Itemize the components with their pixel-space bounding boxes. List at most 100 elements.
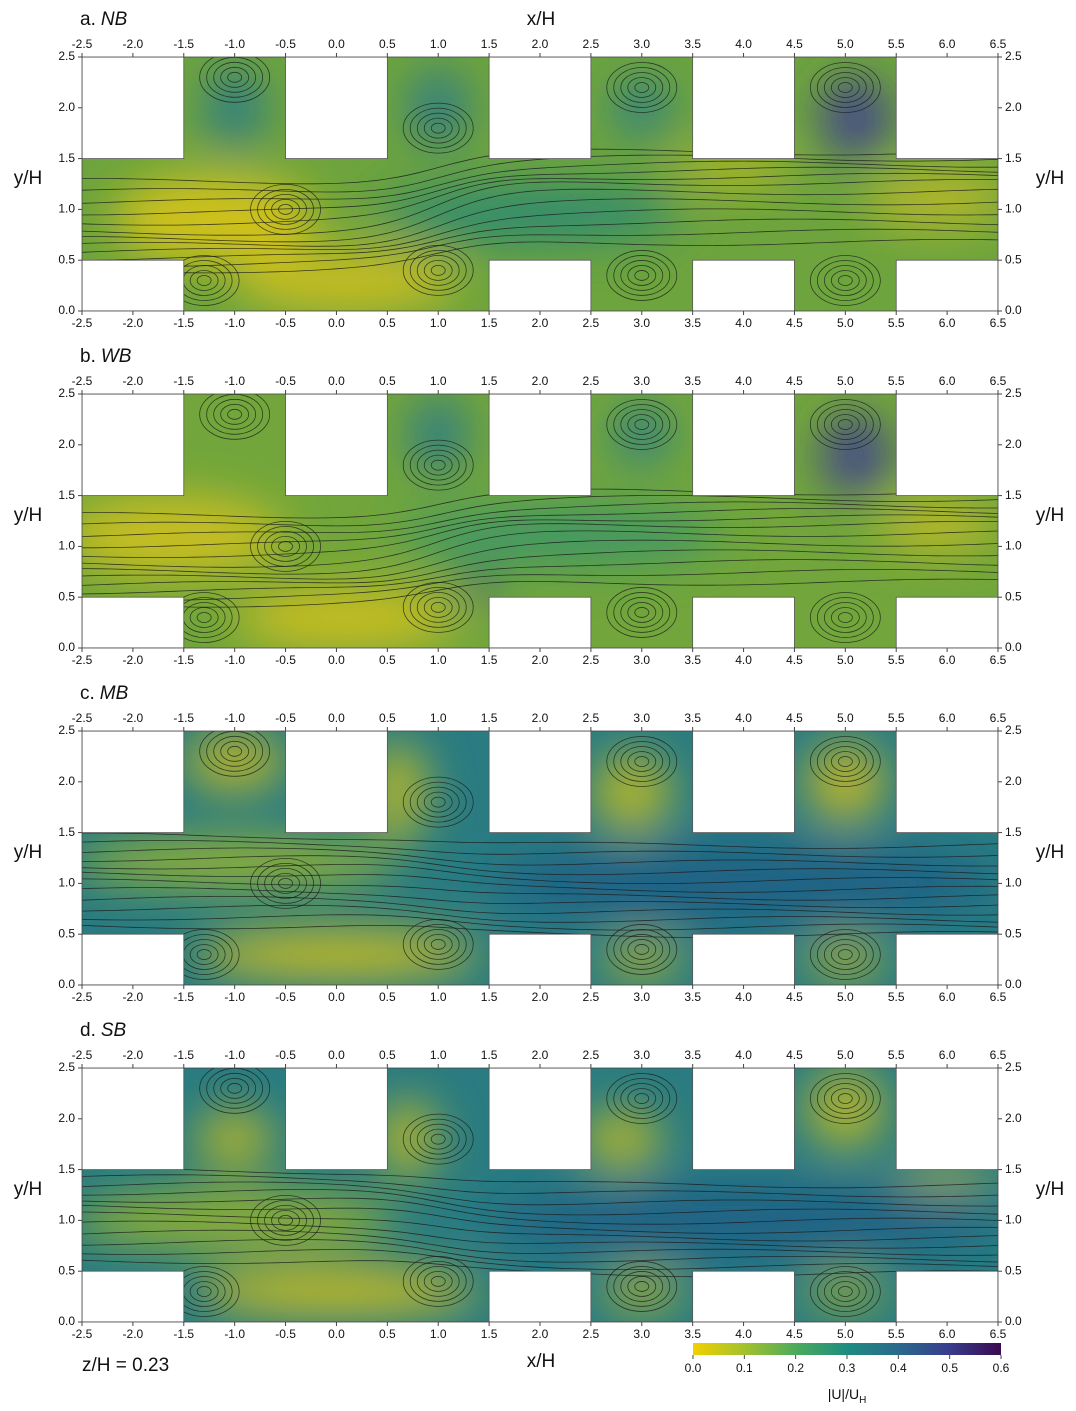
- vortex-line: [430, 1275, 446, 1287]
- x-tick-label: 0.0: [328, 37, 345, 51]
- vortex-line: [606, 587, 678, 638]
- x-tick-label: -1.5: [173, 316, 194, 330]
- x-tick-label: 1.5: [481, 1048, 498, 1062]
- x-tick-label: -0.5: [275, 374, 296, 388]
- vortex-line: [416, 449, 460, 481]
- x-tick-label: 1.0: [430, 1048, 447, 1062]
- vortex-line: [271, 198, 300, 220]
- x-tick-label: 4.0: [735, 711, 752, 725]
- vortex-line: [423, 117, 453, 139]
- streamline: [82, 218, 998, 261]
- solid-block: [692, 394, 795, 496]
- x-tick-label: 6.5: [990, 711, 1007, 725]
- vortex-line: [196, 612, 212, 623]
- x-tick-label: 1.5: [481, 653, 498, 667]
- vortex-line: [837, 612, 853, 623]
- x-tick-label: 0.0: [328, 316, 345, 330]
- vortex-line: [634, 607, 650, 618]
- colorbar: 0.0 0.1 0.2 0.3 0.4 0.5 0.6 |U|/UH: [685, 1343, 1010, 1406]
- vortex-line: [620, 409, 664, 440]
- y-tick-label: 1.0: [1005, 539, 1022, 553]
- streamline: [82, 914, 998, 931]
- vortex-line: [613, 741, 671, 782]
- streamline: [82, 198, 998, 247]
- y-tick-label: 2.5: [1005, 1060, 1022, 1074]
- x-tick-label: -2.0: [123, 1327, 144, 1341]
- solid-block: [488, 259, 592, 311]
- solid-block: [895, 596, 998, 648]
- vortex-line: [423, 791, 453, 813]
- x-tick-label: 6.5: [990, 374, 1007, 388]
- streamline: [82, 1167, 998, 1189]
- vortex-line: [257, 188, 314, 230]
- solid-block: [82, 731, 185, 833]
- streamline: [82, 208, 998, 253]
- vortex-line: [809, 62, 881, 113]
- y-tick-label: 1.0: [1005, 202, 1022, 216]
- panel-title: NB: [101, 9, 128, 30]
- vortex-line: [627, 1088, 657, 1109]
- x-tick-label: -2.0: [123, 37, 144, 51]
- vortex-line: [430, 122, 446, 134]
- y-tick-label: 2.5: [58, 386, 75, 400]
- x-tick-label: 4.0: [735, 990, 752, 1004]
- y-tick-label: 1.5: [1005, 825, 1022, 839]
- x-tick-label: 5.5: [888, 653, 905, 667]
- x-tick-label: 3.5: [684, 1048, 701, 1062]
- x-tick-label: 4.5: [786, 1327, 803, 1341]
- x-tick-label: 5.0: [837, 653, 854, 667]
- vortex-line: [816, 404, 874, 445]
- y-tick-label: 0.5: [58, 589, 75, 603]
- x-tick-label: -0.5: [275, 990, 296, 1004]
- y-tick-label: 1.5: [1005, 488, 1022, 502]
- y-tick-label: 1.0: [58, 876, 75, 890]
- streamline: [82, 1181, 998, 1207]
- vortex-line: [278, 878, 293, 889]
- x-tick-label: -1.0: [224, 1327, 245, 1341]
- x-tick-label: 2.5: [583, 1327, 600, 1341]
- streamline: [82, 1249, 998, 1270]
- vortex-line: [613, 1078, 671, 1119]
- panel: -2.5 -2.5 -2.0 -2.0 -1.5 -1.5 -1.0 -1.0 -0.5 -0.5…: [14, 346, 1065, 667]
- vortex-line: [199, 394, 271, 440]
- y-tick-label: 2.0: [58, 1111, 75, 1125]
- vortex-line: [423, 259, 453, 281]
- streamline: [82, 501, 998, 537]
- solid-block: [82, 933, 185, 985]
- x-tick-label: 1.5: [481, 990, 498, 1004]
- x-tick-label: 0.5: [379, 37, 396, 51]
- solid-block: [488, 1270, 592, 1322]
- vortex-line: [830, 414, 860, 435]
- x-tick-label: 0.5: [379, 316, 396, 330]
- x-axis-label: x/H: [527, 9, 556, 30]
- x-tick-label: 6.5: [990, 990, 1007, 1004]
- vortex-line: [823, 72, 867, 103]
- x-tick-label: -2.0: [123, 316, 144, 330]
- solid-block: [82, 1270, 185, 1322]
- vortex-line: [823, 1276, 867, 1307]
- x-tick-label: -0.5: [275, 316, 296, 330]
- x-tick-label: 0.0: [328, 711, 345, 725]
- vortex-line: [620, 597, 664, 628]
- field-blob: [193, 1108, 276, 1170]
- vortex-line: [627, 751, 657, 772]
- vortex-line: [409, 1260, 467, 1302]
- vortex-line: [620, 1083, 664, 1114]
- x-tick-label: 5.5: [888, 374, 905, 388]
- vortex-line: [416, 254, 460, 286]
- colorbar-tick-label: 0.5: [941, 1361, 958, 1375]
- streamline: [82, 154, 998, 193]
- vortex-line: [430, 459, 446, 471]
- streamline: [82, 864, 998, 884]
- colorbar-bar: [693, 1343, 1001, 1355]
- x-tick-label: 6.0: [939, 1048, 956, 1062]
- streamline: [82, 578, 998, 608]
- field: [82, 731, 998, 985]
- vortex-line: [189, 607, 219, 628]
- vortex-line: [606, 250, 678, 301]
- x-tick-label: 5.0: [837, 37, 854, 51]
- solid-block: [488, 1068, 592, 1170]
- x-tick-label: 2.5: [583, 374, 600, 388]
- vortex-line: [416, 591, 460, 623]
- x-tick-label: 5.5: [888, 990, 905, 1004]
